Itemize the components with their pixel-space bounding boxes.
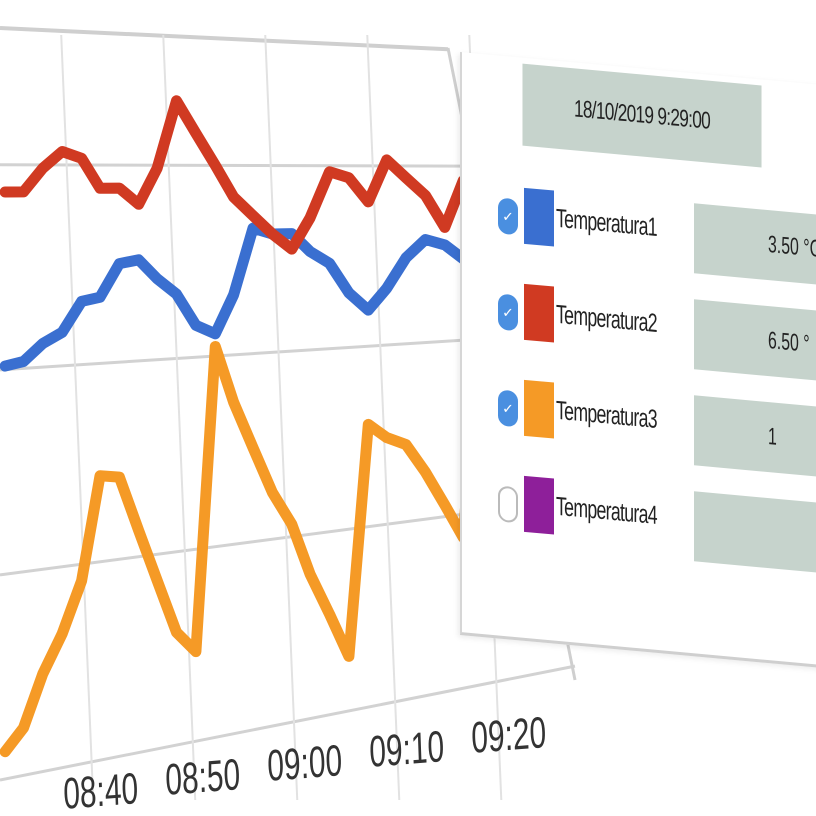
legend-series-value: 3.50 °C	[694, 203, 816, 287]
legend-series-label: Temperatura1	[556, 202, 657, 242]
series-line-temperatura3	[0, 252, 505, 758]
series-color-swatch	[524, 379, 554, 439]
legend-series-label: Temperatura4	[556, 490, 657, 530]
x-axis-ticks: 08:40 08:50 09:00 09:10 09:20	[62, 707, 547, 816]
vertical-gridline	[162, 34, 197, 801]
legend-series-value	[694, 491, 816, 575]
series-color-swatch	[524, 187, 554, 247]
checkbox-checked-icon[interactable]: ✓	[498, 197, 518, 236]
x-tick-label: 09:00	[266, 735, 342, 790]
vertical-gridline	[264, 34, 299, 801]
x-tick-label: 08:50	[164, 749, 240, 804]
checkbox-unchecked-icon[interactable]	[498, 485, 518, 524]
x-tick-label: 09:10	[368, 721, 444, 776]
series-line-temperatura2	[0, 95, 505, 255]
horizontal-gridline	[0, 664, 576, 782]
legend-panel: 18/10/2019 9:29:00 ✓ Temperatura1 3.50 °…	[460, 52, 816, 670]
checkbox-checked-icon[interactable]: ✓	[498, 389, 518, 428]
x-tick-label: 09:20	[471, 707, 547, 762]
vertical-gridline	[366, 34, 401, 801]
legend-series-value: 6.50 °	[694, 299, 816, 383]
series-color-swatch	[524, 283, 554, 343]
x-tick-label: 08:40	[62, 763, 138, 816]
vertical-gridline	[60, 34, 95, 801]
legend-series-label: Temperatura2	[556, 298, 657, 338]
legend-timestamp: 18/10/2019 9:29:00	[522, 63, 762, 168]
series-line-temperatura1	[0, 222, 505, 372]
checkbox-checked-icon[interactable]: ✓	[498, 293, 518, 332]
legend-series-label: Temperatura3	[556, 394, 657, 434]
plot-top-border	[0, 26, 449, 52]
legend-series-value: 1	[694, 395, 816, 479]
series-color-swatch	[524, 475, 554, 535]
chart-series	[0, 95, 505, 758]
